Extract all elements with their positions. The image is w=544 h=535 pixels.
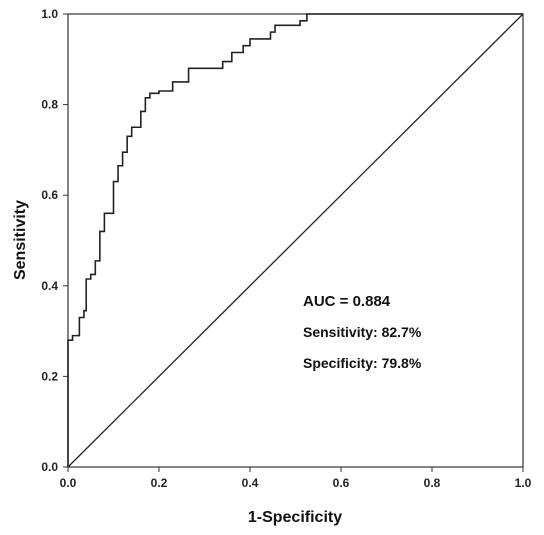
y-tick-label: 0.2: [41, 369, 58, 383]
x-tick-label: 1.0: [515, 476, 532, 490]
x-axis-ticks: 0.0 0.2 0.4 0.6 0.8 1.0: [60, 467, 532, 490]
y-tick-label: 0.4: [41, 279, 58, 293]
x-axis-title: 1-Specificity: [248, 509, 342, 526]
sensitivity-annotation: Sensitivity: 82.7%: [303, 324, 422, 340]
roc-curve-layer: [67, 13, 523, 467]
y-tick-label: 0.8: [41, 98, 58, 112]
y-tick-label: 0.6: [41, 188, 58, 202]
x-tick-label: 0.0: [60, 476, 77, 490]
auc-annotation: AUC = 0.884: [303, 293, 391, 310]
x-tick-label: 0.4: [242, 476, 259, 490]
y-axis-ticks: 0.0 0.2 0.4 0.6 0.8 1.0: [41, 7, 68, 474]
x-tick-label: 0.8: [424, 476, 441, 490]
x-tick-label: 0.6: [333, 476, 350, 490]
y-tick-label: 0.0: [41, 460, 58, 474]
reference-diagonal-line: [67, 13, 524, 468]
y-axis-title: Sensitivity: [12, 200, 29, 280]
y-tick-label: 1.0: [41, 7, 58, 21]
x-tick-label: 0.2: [151, 476, 168, 490]
roc-curve: [67, 13, 523, 467]
specificity-annotation: Specificity: 79.8%: [303, 355, 422, 371]
reference-line-layer: [67, 13, 524, 468]
